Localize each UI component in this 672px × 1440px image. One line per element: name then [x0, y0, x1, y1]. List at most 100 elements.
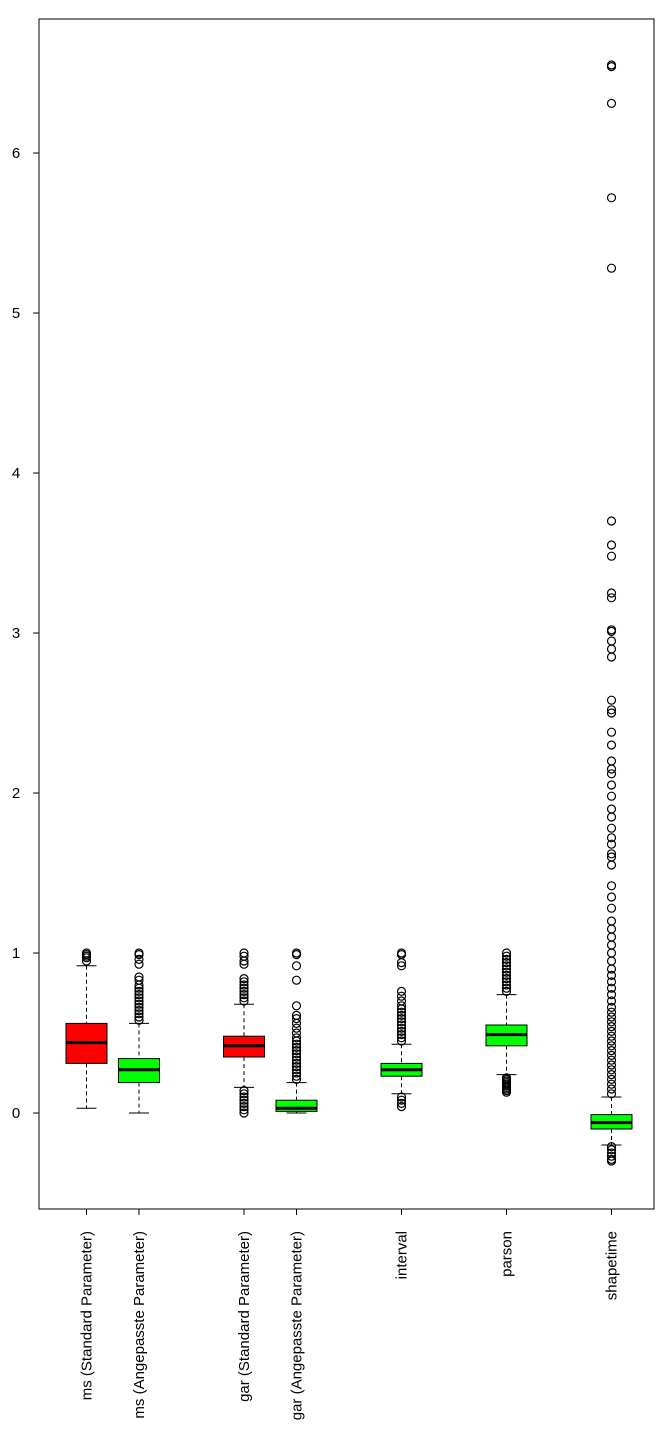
y-tick-label: 3 [12, 625, 20, 642]
outlier-point [81, 948, 92, 958]
outlier-point [134, 986, 144, 997]
outlier-point [134, 1009, 144, 1019]
outlier-point [396, 991, 407, 1001]
box-group [485, 948, 528, 1097]
outlier-point [239, 996, 249, 1006]
outlier-point [606, 193, 617, 203]
outlier-point [396, 996, 407, 1006]
outlier-point [291, 961, 302, 971]
outlier-point [606, 695, 617, 705]
outlier-point [396, 1017, 407, 1027]
outlier-point [396, 1029, 407, 1040]
outlier-point [239, 986, 249, 997]
outlier-point [134, 999, 144, 1009]
outlier-point [501, 970, 512, 981]
outlier-point [606, 1012, 617, 1022]
outlier-point [501, 973, 512, 984]
outlier-point [239, 1108, 249, 1118]
outlier-point [606, 1145, 617, 1155]
outlier-point [396, 1020, 407, 1030]
outlier-point [606, 996, 617, 1006]
outlier-point [606, 551, 617, 561]
outlier-point [396, 1026, 407, 1037]
outlier-point [606, 1007, 617, 1017]
outlier-point [606, 1060, 617, 1070]
outlier-point [501, 964, 512, 974]
box-group [118, 948, 160, 1114]
outlier-point [606, 540, 617, 550]
outlier-point [606, 804, 617, 814]
outlier-point [134, 975, 144, 985]
outlier-point [501, 948, 512, 958]
outlier-point [291, 1010, 302, 1021]
x-tick-label: shapetime [604, 1231, 621, 1300]
outlier-point [501, 983, 512, 993]
outlier-point [396, 1036, 407, 1046]
outlier-point [239, 993, 249, 1003]
outlier-point [606, 1141, 617, 1152]
outlier-point [606, 892, 617, 902]
outlier-point [606, 948, 617, 958]
outlier-point [606, 977, 617, 987]
outlier-point [396, 1092, 407, 1102]
outlier-point [396, 1001, 407, 1011]
outlier-point [606, 1050, 617, 1061]
outlier-point [396, 1101, 407, 1112]
outlier-point [606, 903, 617, 913]
outlier-point [606, 1089, 617, 1099]
y-tick-label: 6 [12, 145, 20, 162]
outlier-point [606, 740, 617, 750]
box-group [380, 948, 423, 1112]
outlier-point [606, 593, 617, 603]
outlier-point [239, 1092, 249, 1102]
outlier-point [606, 852, 617, 862]
outlier-point [239, 989, 249, 1000]
outlier-point [606, 823, 617, 833]
outlier-point [291, 1065, 302, 1075]
plot-layer [65, 60, 633, 1166]
outlier-point [606, 1154, 617, 1165]
outlier-point [606, 989, 617, 1000]
outlier-point [239, 1085, 249, 1096]
outlier-point [606, 727, 617, 737]
outlier-point [291, 1052, 302, 1062]
outlier-point [396, 1023, 407, 1033]
outlier-point [606, 956, 617, 966]
outlier-point [606, 652, 617, 662]
outlier-point [606, 1002, 617, 1013]
x-tick-label: gar (Angepasste Parameter) [289, 1231, 306, 1420]
outlier-point [606, 924, 617, 934]
outlier-point [134, 989, 144, 1000]
outlier-point [239, 1095, 249, 1105]
outlier-point [606, 769, 617, 779]
outlier-point [291, 1013, 302, 1024]
plot-frame [38, 18, 655, 1210]
outlier-point [606, 849, 617, 859]
outlier-point [606, 705, 617, 715]
outlier-point [606, 1069, 617, 1080]
outlier-point [606, 98, 617, 109]
outlier-point [239, 1089, 249, 1099]
outlier-point [606, 780, 617, 790]
outlier-point [606, 625, 617, 635]
outlier-point [501, 967, 512, 977]
outlier-point [606, 1074, 617, 1085]
outlier-point [606, 1151, 617, 1161]
y-tick-label: 4 [12, 465, 20, 482]
outlier-point [291, 1033, 302, 1043]
outlier-point [134, 948, 144, 958]
outlier-point [291, 1058, 302, 1069]
outlier-point [291, 1061, 302, 1072]
outlier-point [239, 948, 249, 958]
box-group [275, 948, 318, 1114]
outlier-point [291, 1068, 302, 1078]
outlier-point [134, 954, 144, 965]
outlier-point [291, 1042, 302, 1053]
box-group [65, 948, 108, 1109]
outlier-point [606, 60, 617, 70]
outlier-point [606, 932, 617, 942]
outlier-point [606, 860, 617, 870]
outlier-point [606, 839, 617, 849]
outlier-point [501, 954, 512, 965]
